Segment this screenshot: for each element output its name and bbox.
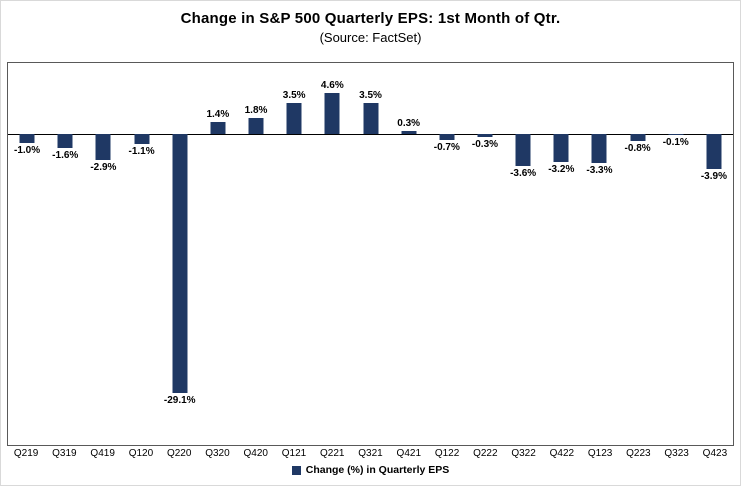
bar [706,134,722,169]
x-axis-label: Q420 [243,448,268,459]
x-axis: Q219 Q319 Q419 Q120 Q220 Q320 Q420 Q121 Q221 Q321… [7,448,734,459]
bar-value-label: -3.9% [700,170,727,182]
bar [134,134,150,144]
bar-value-label: -3.2% [548,164,575,176]
bar-value-label: -0.7% [433,142,460,154]
bar-value-label: 3.5% [359,89,382,101]
x-axis-label: Q223 [626,448,651,459]
bar-value-label: -3.6% [510,168,537,180]
x-axis-label: Q320 [205,448,230,459]
zero-axis-line [8,134,733,136]
chart-subtitle: (Source: FactSet) [319,30,422,45]
bar [439,134,455,141]
bar [57,134,73,149]
bar [210,121,226,135]
bar [324,93,340,135]
x-axis-label: Q422 [549,448,575,459]
bar-value-label: -2.9% [90,161,117,173]
x-axis-label: Q120 [128,448,154,459]
bar [19,134,35,143]
x-axis-label: Q123 [587,448,613,459]
bar-value-label: -29.1% [163,394,196,406]
bar [248,118,264,135]
bar-value-label: 0.3% [397,118,421,130]
bar-value-label: -3.3% [586,165,613,177]
bar [363,102,378,135]
bar-value-label: -1.0% [14,144,41,156]
x-axis-label: Q321 [358,448,383,459]
bar [401,131,417,135]
bar [95,134,111,160]
bar-value-label: -1.6% [52,150,79,162]
x-axis-label: Q323 [664,448,689,459]
legend-label: Change (%) in Quarterly EPS [305,464,450,476]
legend: Change (%) in Quarterly EPS [1,464,740,476]
x-axis-label: Q419 [90,448,115,459]
bar [630,134,646,142]
bar [515,134,531,167]
x-axis-label: Q322 [511,448,536,459]
legend-swatch-icon [291,465,301,475]
plot-area: -1.0% -1.6% -2.9% -1.1% -29.1% 1.4% 1.8% 3.5% 4.… [7,62,734,446]
bar-value-label: -0.1% [662,136,689,148]
bar-value-label: -0.3% [471,138,499,150]
bar [172,134,188,393]
bar-value-label: 4.6% [320,80,344,92]
x-axis-label: Q122 [434,448,460,459]
x-axis-label: Q423 [702,448,728,459]
x-axis-label: Q220 [166,448,192,459]
bar [553,134,569,163]
x-axis-label: Q121 [281,448,307,459]
bar-value-label: 1.8% [244,105,268,117]
bar [477,134,493,137]
x-axis-label: Q219 [13,448,39,459]
chart-title: Change in S&P 500 Quarterly EPS: 1st Mon… [180,10,561,27]
x-axis-label: Q222 [473,448,498,459]
bar [286,102,302,135]
bar-value-label: -0.8% [624,143,651,155]
bar [668,134,684,135]
bar-value-label: 3.5% [282,89,306,101]
x-axis-label: Q421 [396,448,422,459]
x-axis-label: Q221 [320,448,345,459]
x-axis-label: Q319 [52,448,77,459]
bar-value-label: -1.1% [128,145,155,157]
bar-value-label: 1.4% [206,108,230,120]
bar [591,134,607,164]
